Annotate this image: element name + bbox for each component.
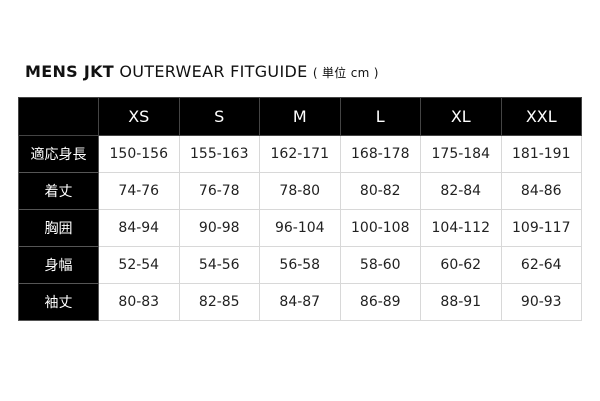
- table-cell: 56-58: [259, 246, 341, 284]
- table-cell: 60-62: [420, 246, 502, 284]
- title-unit: ( 単位 cm ): [312, 66, 379, 80]
- table-row: 袖丈 80-83 82-85 84-87 86-89 88-91 90-93: [18, 283, 582, 321]
- size-table: XS S M L XL XXL 適応身長 150-156 155-163 162-171 168-…: [18, 97, 582, 321]
- table-cell: 90-98: [178, 209, 260, 247]
- table-cell: 76-78: [178, 172, 260, 210]
- table-row: 身幅 52-54 54-56 56-58 58-60 60-62 62-64: [18, 246, 582, 284]
- header-row: XS S M L XL XXL: [18, 97, 582, 136]
- table-cell: 96-104: [259, 209, 341, 247]
- title-bold: MENS JKT: [25, 62, 115, 81]
- size-header: XL: [420, 97, 502, 136]
- table-cell: 82-85: [178, 283, 260, 321]
- table-cell: 74-76: [98, 172, 180, 210]
- table-cell: 90-93: [500, 283, 582, 321]
- table-cell: 168-178: [339, 135, 421, 173]
- table-cell: 84-94: [98, 209, 180, 247]
- table-cell: 80-82: [339, 172, 421, 210]
- title-rest: OUTERWEAR FITGUIDE: [119, 62, 308, 81]
- table-cell: 78-80: [259, 172, 341, 210]
- table-cell: 150-156: [98, 135, 180, 173]
- table-cell: 109-117: [500, 209, 582, 247]
- table-cell: 86-89: [339, 283, 421, 321]
- table-cell: 84-86: [500, 172, 582, 210]
- row-label: 胸囲: [18, 209, 99, 247]
- table-cell: 62-64: [500, 246, 582, 284]
- table-cell: 175-184: [420, 135, 502, 173]
- table-cell: 54-56: [178, 246, 260, 284]
- size-header: [18, 97, 99, 136]
- table-cell: 84-87: [259, 283, 341, 321]
- table-cell: 181-191: [500, 135, 582, 173]
- table-cell: 80-83: [98, 283, 180, 321]
- size-header: XS: [98, 97, 180, 136]
- table-cell: 155-163: [178, 135, 260, 173]
- table-cell: 100-108: [339, 209, 421, 247]
- table-cell: 104-112: [420, 209, 502, 247]
- row-label: 身幅: [18, 246, 99, 284]
- table-cell: 82-84: [420, 172, 502, 210]
- size-header: XXL: [500, 97, 582, 136]
- size-header: S: [178, 97, 260, 136]
- size-header: L: [339, 97, 421, 136]
- table-cell: 52-54: [98, 246, 180, 284]
- table-cell: 162-171: [259, 135, 341, 173]
- table-cell: 58-60: [339, 246, 421, 284]
- table-cell: 88-91: [420, 283, 502, 321]
- row-label: 着丈: [18, 172, 99, 210]
- table-row: 胸囲 84-94 90-98 96-104 100-108 104-112 109-117: [18, 209, 582, 247]
- row-label: 袖丈: [18, 283, 99, 321]
- row-label: 適応身長: [18, 135, 99, 173]
- table-row: 適応身長 150-156 155-163 162-171 168-178 175-184 1…: [18, 135, 582, 173]
- size-header: M: [259, 97, 341, 136]
- table-row: 着丈 74-76 76-78 78-80 80-82 82-84 84-86: [18, 172, 582, 210]
- page-title: MENS JKT OUTERWEAR FITGUIDE ( 単位 cm ): [25, 62, 379, 81]
